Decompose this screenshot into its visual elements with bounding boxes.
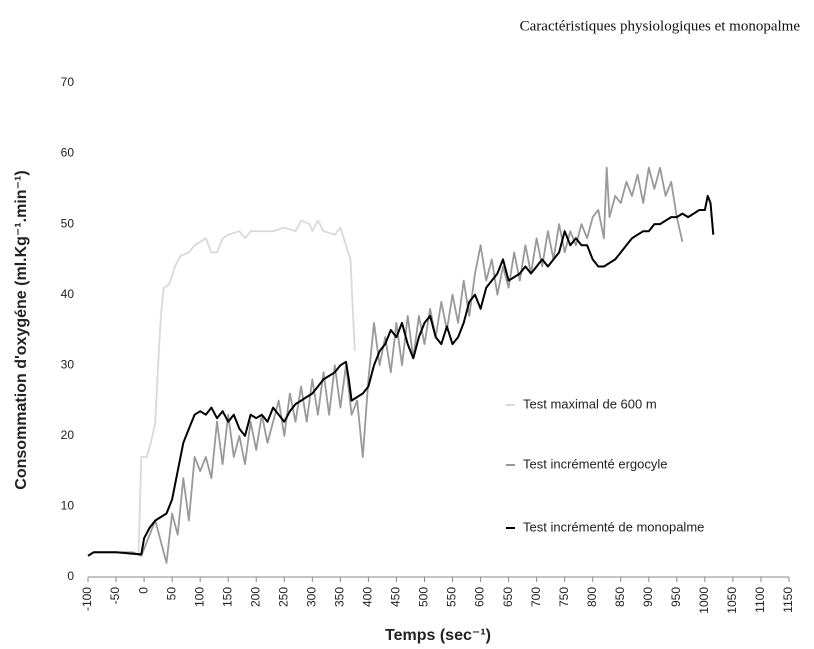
- x-tick-label: 250: [276, 587, 290, 607]
- x-tick-label: 950: [669, 587, 683, 607]
- x-tick-label: -50: [108, 587, 122, 605]
- legend-label: Test incrémenté de monopalme: [523, 519, 704, 534]
- x-tick-label: 50: [164, 587, 178, 601]
- x-axis-title: Temps (sec⁻¹): [385, 627, 491, 644]
- x-tick-label: 1100: [753, 587, 767, 613]
- y-tick-label: 50: [61, 216, 75, 230]
- y-tick-label: 70: [61, 75, 75, 89]
- x-tick-label: -100: [80, 587, 94, 611]
- x-tick-label: 650: [501, 587, 515, 607]
- legend-label: Test incrémenté ergocyle: [523, 456, 668, 471]
- x-tick-label: 100: [192, 587, 206, 607]
- x-tick-label: 800: [585, 587, 599, 607]
- x-tick-label: 1000: [697, 587, 711, 614]
- x-tick-label: 600: [473, 587, 487, 607]
- y-tick-label: 0: [67, 569, 74, 583]
- x-tick-label: 1150: [781, 587, 795, 613]
- x-tick-label: 200: [248, 587, 262, 607]
- y-tick-label: 40: [61, 287, 75, 301]
- y-tick-label: 10: [61, 499, 75, 513]
- x-tick-label: 500: [417, 587, 431, 607]
- x-tick-label: 1050: [725, 587, 739, 614]
- y-tick-label: 60: [61, 146, 75, 160]
- x-tick-label: 400: [361, 587, 375, 607]
- x-tick-label: 550: [445, 587, 459, 607]
- x-tick-label: 300: [304, 587, 318, 607]
- x-tick-label: 150: [220, 587, 234, 607]
- series-line: [87, 194, 715, 557]
- y-tick-label: 30: [61, 357, 75, 371]
- running-header: Caractéristiques physiologiques et monop…: [520, 18, 801, 34]
- legend-label: Test maximal de 600 m: [523, 396, 657, 411]
- x-tick-label: 0: [136, 587, 150, 594]
- x-tick-label: 850: [613, 587, 627, 607]
- y-axis-title: Consommation d'oxygéne (ml.Kg⁻¹.min⁻¹): [13, 170, 30, 489]
- x-tick-label: 350: [333, 587, 347, 607]
- y-tick-label: 20: [61, 428, 75, 442]
- x-tick-label: 700: [529, 587, 543, 607]
- x-tick-label: 900: [641, 587, 655, 607]
- series-line: [87, 166, 684, 564]
- x-tick-label: 450: [389, 587, 403, 607]
- series-line: [137, 219, 356, 556]
- x-tick-label: 750: [557, 587, 571, 607]
